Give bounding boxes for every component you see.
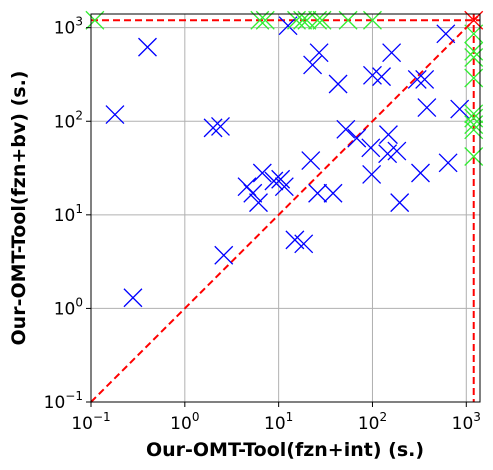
- data-point: [347, 128, 367, 148]
- y-tick-label: 103: [54, 15, 83, 39]
- data-point: [138, 37, 157, 57]
- data-point: [372, 67, 392, 87]
- data-point: [303, 55, 323, 75]
- data-point: [438, 153, 458, 173]
- data-point: [415, 69, 435, 89]
- x-tick-label: 10−1: [71, 410, 110, 434]
- y-tick-label: 102: [54, 108, 83, 132]
- data-point: [249, 193, 268, 213]
- data-point: [105, 105, 125, 124]
- data-point: [361, 138, 381, 158]
- data-point: [390, 193, 410, 213]
- data-point: [278, 16, 298, 36]
- plot-frame: [90, 13, 481, 403]
- data-point: [123, 288, 143, 308]
- data-point: [294, 234, 314, 254]
- reference-lines: [90, 13, 481, 403]
- data-point: [387, 141, 407, 161]
- data-point: [436, 24, 456, 44]
- data-point: [328, 74, 348, 94]
- diagonal-line: [90, 13, 481, 403]
- data-point: [301, 151, 321, 171]
- y-axis-label: Our-OMT-Tool(fzn+bv) (s.): [8, 71, 30, 346]
- data-point: [243, 183, 263, 203]
- data-point: [382, 43, 402, 63]
- data-point: [252, 163, 272, 183]
- data-point: [450, 99, 470, 119]
- data-point: [308, 183, 328, 203]
- data-point: [411, 163, 430, 183]
- data-point: [363, 65, 382, 85]
- data-point: [378, 125, 398, 145]
- data-point: [309, 43, 329, 63]
- data-point: [323, 183, 343, 203]
- data-point: [362, 165, 382, 184]
- data-point: [203, 118, 223, 138]
- data-point: [336, 119, 356, 139]
- data-point: [211, 116, 230, 136]
- data-point: [407, 69, 427, 89]
- data-point: [264, 171, 284, 191]
- x-axis-label: Our-OMT-Tool(fzn+int) (s.): [146, 439, 424, 461]
- data-point: [214, 245, 234, 265]
- data-point: [417, 98, 437, 118]
- data-point: [274, 177, 294, 197]
